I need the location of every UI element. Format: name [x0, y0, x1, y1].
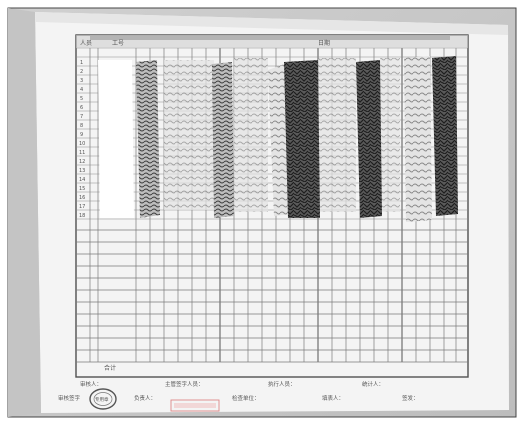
footer-field-3: 执行人员： — [268, 380, 296, 388]
svg-text:7: 7 — [80, 114, 83, 120]
footer-field-1: 审核人： — [80, 380, 102, 388]
svg-text:12: 12 — [79, 159, 85, 165]
stamp-label: 专用章 — [95, 396, 109, 403]
svg-text:11: 11 — [79, 150, 85, 156]
footer-field-4: 统计人： — [362, 380, 384, 388]
header-cell-2: 工号 — [112, 40, 124, 47]
svg-text:6: 6 — [80, 105, 83, 111]
header-cell-3: 日期 — [318, 39, 330, 47]
svg-text:5: 5 — [80, 96, 83, 102]
svg-text:10: 10 — [79, 141, 85, 147]
svg-text:15: 15 — [79, 186, 85, 192]
bottom-field-2: 负责人： — [134, 394, 156, 402]
svg-text:14: 14 — [79, 177, 85, 183]
svg-text:2: 2 — [80, 69, 83, 75]
svg-text:4: 4 — [80, 87, 83, 93]
bottom-field-3: 检查单位： — [232, 394, 260, 402]
footer-field-2: 主管签字人员： — [165, 380, 204, 388]
svg-text:17: 17 — [79, 204, 85, 210]
header-cell-1: 人员 — [80, 40, 92, 47]
bottom-field-1: 审核签字 — [58, 394, 81, 402]
bottom-field-4: 填表人： — [322, 394, 344, 402]
bottom-field-5: 签发： — [402, 394, 419, 402]
total-row-label: 合计 — [104, 364, 116, 372]
svg-text:13: 13 — [79, 168, 85, 174]
svg-text:1: 1 — [80, 60, 83, 66]
svg-text:9: 9 — [80, 132, 83, 138]
svg-text:3: 3 — [80, 78, 83, 84]
svg-text:16: 16 — [79, 195, 85, 201]
svg-text:18: 18 — [79, 213, 85, 219]
svg-text:8: 8 — [80, 123, 83, 129]
